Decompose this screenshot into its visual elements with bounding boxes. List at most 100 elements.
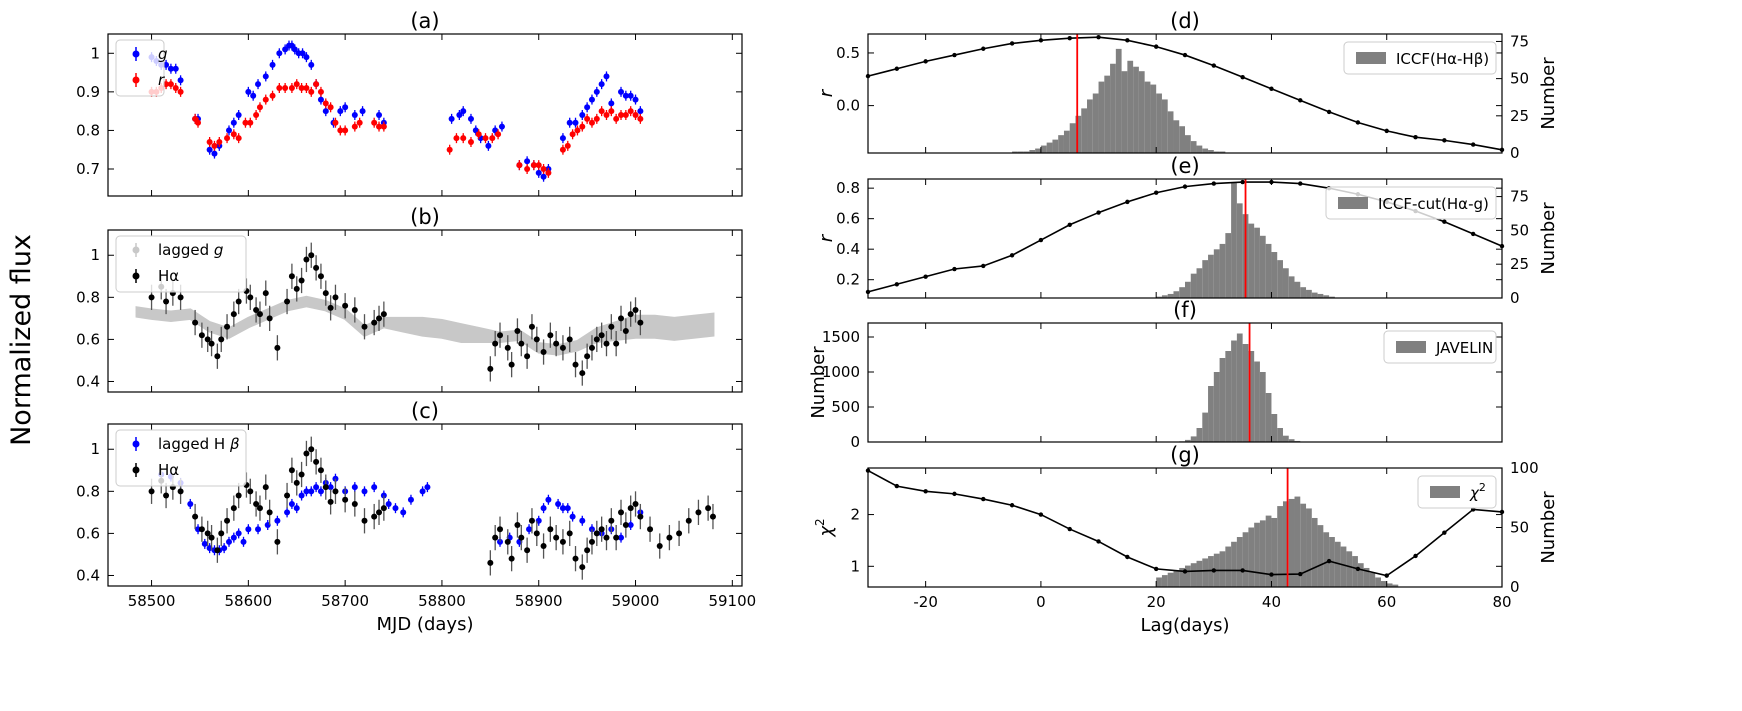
ccf-point (1355, 566, 1361, 572)
histogram-bar (1323, 295, 1330, 298)
data-point (579, 370, 586, 377)
data-point (637, 513, 644, 520)
legend-patch (1430, 486, 1460, 498)
histogram-bar (1392, 584, 1399, 587)
data-point (540, 173, 547, 180)
data-point (284, 492, 291, 499)
histogram-bar (1208, 254, 1214, 298)
data-point (498, 123, 505, 130)
histogram-bar (1110, 63, 1116, 153)
y-tick-label: 0.6 (76, 524, 100, 542)
histogram-bar (1219, 551, 1226, 587)
x-tick-label: 59000 (612, 592, 660, 610)
data-point (206, 139, 213, 145)
histogram-bar (1115, 48, 1122, 153)
x-tick-label: 58700 (321, 592, 369, 610)
histogram-bar (1046, 142, 1053, 153)
data-point (337, 108, 344, 115)
histogram-bar (1288, 439, 1295, 442)
histogram-bar (1242, 344, 1249, 442)
data-point (540, 166, 547, 172)
histogram-bar (1363, 567, 1370, 587)
data-point (303, 85, 310, 91)
data-point (637, 319, 644, 326)
y-tick-label: 1500 (822, 328, 860, 346)
data-point (528, 323, 535, 330)
y-axis-label: r (816, 88, 837, 97)
data-point (618, 112, 625, 118)
ccf-point (1298, 571, 1303, 577)
data-point (588, 119, 595, 126)
histogram-bar (1213, 249, 1220, 298)
y-right-tick-label: 75 (1510, 188, 1529, 206)
data-point (247, 294, 254, 301)
histogram-bar (1219, 358, 1226, 442)
data-point (177, 488, 184, 495)
data-point (177, 77, 184, 84)
data-point (163, 81, 170, 88)
histogram-bar (1167, 293, 1174, 298)
histogram-bar (1179, 567, 1185, 587)
data-point (524, 158, 531, 165)
histogram-bar (1185, 439, 1191, 442)
legend-marker (132, 272, 140, 280)
ccf-point (1067, 36, 1072, 41)
y-tick-label: 0.9 (76, 83, 100, 101)
data-point (224, 517, 231, 524)
data-point (303, 256, 310, 263)
data-point (256, 311, 263, 318)
histogram-bar (1236, 537, 1243, 587)
data-point (598, 332, 605, 339)
y-right-tick-label: 0 (1510, 144, 1520, 162)
data-point (380, 311, 387, 318)
data-point (327, 484, 334, 491)
data-point (276, 85, 283, 91)
histogram-bar (1081, 108, 1088, 153)
panel-title: (d) (1170, 9, 1200, 33)
y-tick-label: 0.8 (76, 288, 100, 306)
legend-label: lagged g (158, 241, 223, 259)
y-axis-label-text: χ (816, 525, 837, 538)
ccf-point (1153, 44, 1159, 49)
data-point (516, 162, 523, 169)
histogram-bar (1288, 276, 1295, 298)
y-tick-label: 0.4 (76, 372, 100, 390)
data-point (256, 505, 263, 512)
histogram-bar (1063, 130, 1070, 153)
legend-label: JAVELIN (1435, 339, 1493, 357)
data-point (204, 530, 211, 537)
data-point (588, 344, 595, 351)
data-point (514, 521, 521, 528)
histogram-bar (1236, 333, 1243, 442)
y-right-axis-label: Number (1538, 491, 1559, 564)
data-point (167, 65, 174, 72)
data-point (613, 115, 620, 122)
histogram-bar (1259, 520, 1266, 587)
histogram-bar (1323, 532, 1330, 587)
legend-label-italic: g (214, 241, 224, 259)
data-point (545, 169, 552, 176)
data-point (282, 85, 289, 91)
y-tick-label: 0.6 (836, 210, 860, 228)
data-point (467, 139, 474, 145)
ccf-point (1442, 219, 1447, 224)
histogram-bar (1029, 150, 1036, 153)
data-point (308, 88, 315, 95)
data-point (198, 332, 205, 339)
data-point (327, 104, 334, 111)
data-point (627, 108, 634, 115)
axes-frame (107, 229, 743, 393)
data-point (535, 162, 542, 169)
histogram-bar (1196, 428, 1203, 442)
data-point (293, 81, 300, 88)
histogram-bar (1190, 563, 1197, 587)
x-tick-label: 58900 (515, 592, 563, 610)
data-point (351, 112, 358, 118)
ccf-point (1038, 237, 1044, 243)
legend-label: ICCF(Hα-Hβ) (1396, 50, 1489, 68)
data-point (351, 484, 358, 491)
data-point (419, 488, 426, 495)
legend-label-sup: 2 (1479, 481, 1486, 494)
legend-patch (1396, 341, 1426, 353)
